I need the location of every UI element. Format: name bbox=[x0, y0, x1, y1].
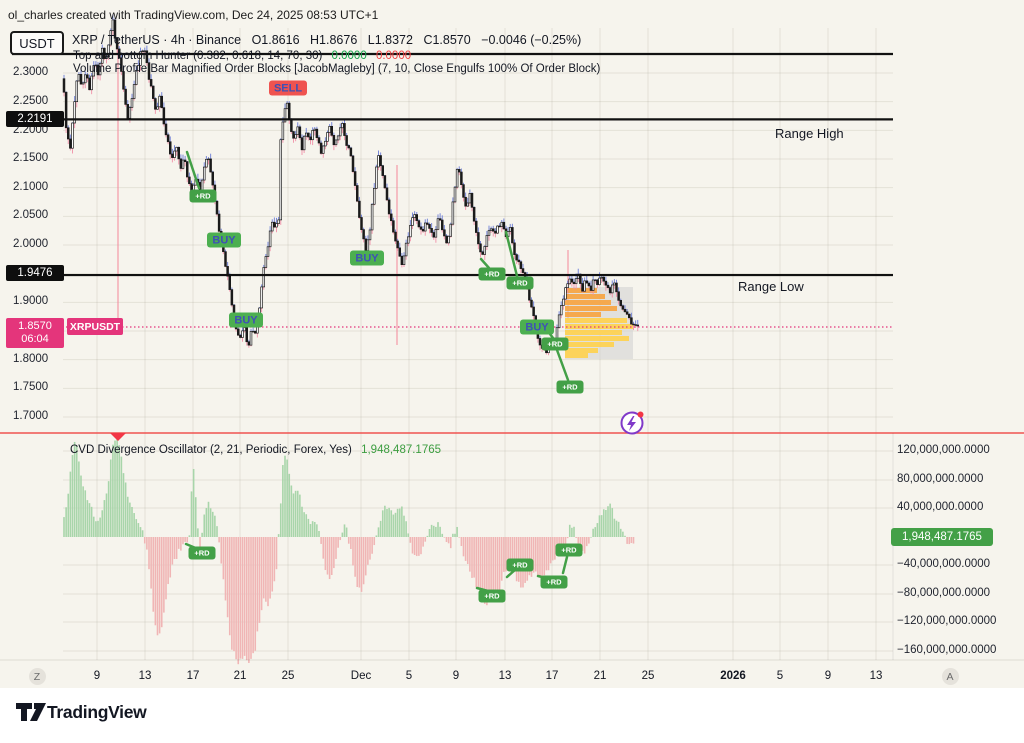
time-tick-label: 21 bbox=[593, 670, 607, 682]
oscillator-tick-label: 80,000,000.0000 bbox=[897, 473, 984, 485]
ohlc-change: −0.0046 (−0.25%) bbox=[481, 33, 582, 47]
price-tick-label: 2.0000 bbox=[13, 238, 49, 250]
range-high-label: Range High bbox=[775, 126, 844, 141]
price-tick-label: 2.2000 bbox=[13, 124, 49, 136]
rd-divergence-badge: +RD bbox=[555, 543, 583, 557]
last-price-badge: 1.8570 06:04 bbox=[6, 318, 64, 348]
price-tick-label: 1.7500 bbox=[13, 381, 49, 393]
time-tick-label: 17 bbox=[186, 670, 200, 682]
symbol-legend[interactable]: XRP / TetherUS · 4h · Binance O1.8616 H1… bbox=[72, 33, 588, 47]
price-tick-label: 2.1500 bbox=[13, 152, 49, 164]
buy-marker-badge: BUY bbox=[229, 312, 263, 328]
cvd-label: CVD Divergence Oscillator (2, 21, Period… bbox=[70, 444, 352, 456]
buy-marker-badge: BUY bbox=[520, 319, 554, 335]
time-tick-label: 21 bbox=[233, 670, 247, 682]
price-tick-label: 2.1000 bbox=[13, 181, 49, 193]
time-axis-edge-badge: Z bbox=[28, 668, 46, 685]
range-high-price-badge: 2.2191 bbox=[6, 111, 64, 127]
tradingview-logo-icon[interactable] bbox=[16, 701, 46, 725]
rd-divergence-badge: +RD bbox=[478, 589, 506, 603]
symbol-title: XRP / TetherUS · 4h · Binance bbox=[72, 33, 242, 47]
symbol-price-tag: XRPUSDT bbox=[67, 318, 123, 335]
indicator-legend-hunter[interactable]: Top and bottom Hunter (0.382, 0.618, 14,… bbox=[73, 50, 411, 62]
buy-marker-badge: BUY bbox=[350, 250, 384, 266]
hunter-value-green: 0.0000 bbox=[331, 50, 367, 62]
ohlc-high: H1.8676 bbox=[310, 33, 358, 47]
ohlc-open: O1.8616 bbox=[251, 33, 300, 47]
last-price-value: 1.8570 bbox=[18, 320, 52, 332]
footer-bar bbox=[0, 688, 1024, 743]
time-tick-label: 13 bbox=[498, 670, 512, 682]
ohlc-close: C1.8570 bbox=[423, 33, 471, 47]
ohlc-low: L1.8372 bbox=[367, 33, 413, 47]
rd-divergence-badge: +RD bbox=[540, 575, 568, 589]
oscillator-tick-label: −40,000,000.0000 bbox=[897, 558, 991, 570]
hunter-value-red: 0.0000 bbox=[375, 50, 412, 62]
time-tick-label: Dec bbox=[350, 670, 372, 682]
price-tick-label: 1.9000 bbox=[13, 295, 49, 307]
rd-divergence-badge: +RD bbox=[541, 337, 569, 351]
range-low-label: Range Low bbox=[738, 279, 804, 294]
rd-divergence-badge: +RD bbox=[478, 267, 506, 281]
time-tick-label: 9 bbox=[93, 670, 101, 682]
price-tick-label: 2.3000 bbox=[13, 66, 49, 78]
currency-tag-label: USDT bbox=[19, 35, 55, 51]
oscillator-tick-label: 120,000,000.0000 bbox=[897, 444, 990, 456]
indicator-legend-cvd[interactable]: CVD Divergence Oscillator (2, 21, Period… bbox=[70, 444, 441, 456]
price-tick-label: 2.0500 bbox=[13, 209, 49, 221]
attribution-text: ol_charles created with TradingView.com,… bbox=[8, 8, 379, 22]
sell-marker-badge: SELL bbox=[269, 80, 307, 96]
time-tick-label: 9 bbox=[452, 670, 460, 682]
indicator-legend-volume-profile[interactable]: Volume Profile Bar Magnified Order Block… bbox=[73, 63, 600, 75]
time-tick-label: 5 bbox=[776, 670, 784, 682]
rd-divergence-badge: +RD bbox=[188, 546, 216, 560]
currency-tag[interactable]: USDT bbox=[10, 31, 64, 55]
time-tick-label: 9 bbox=[824, 670, 832, 682]
oscillator-value-badge: 1,948,487.1765 bbox=[891, 528, 993, 546]
rd-divergence-badge: +RD bbox=[506, 558, 534, 572]
tradingview-logo-text[interactable]: TradingView bbox=[47, 702, 147, 722]
time-tick-label: 17 bbox=[545, 670, 559, 682]
hunter-label: Top and bottom Hunter (0.382, 0.618, 14,… bbox=[73, 50, 323, 62]
time-tick-label: 25 bbox=[641, 670, 655, 682]
last-price-countdown: 06:04 bbox=[21, 333, 49, 345]
rd-divergence-badge: +RD bbox=[506, 276, 534, 290]
time-tick-label: 13 bbox=[869, 670, 883, 682]
buy-marker-badge: BUY bbox=[207, 232, 241, 248]
oscillator-tick-label: −160,000,000.0000 bbox=[897, 644, 997, 656]
time-tick-label: 2026 bbox=[720, 670, 746, 682]
time-axis-edge-badge: A bbox=[941, 668, 959, 685]
time-tick-label: 5 bbox=[405, 670, 413, 682]
range-low-price-badge: 1.9476 bbox=[6, 265, 64, 281]
time-tick-label: 25 bbox=[281, 670, 295, 682]
oscillator-tick-label: −80,000,000.0000 bbox=[897, 587, 991, 599]
price-tick-label: 2.2500 bbox=[13, 95, 49, 107]
price-tick-label: 1.8000 bbox=[13, 353, 49, 365]
price-tick-label: 1.7000 bbox=[13, 410, 49, 422]
oscillator-tick-label: 40,000,000.0000 bbox=[897, 501, 984, 513]
oscillator-tick-label: −120,000,000.0000 bbox=[897, 615, 997, 627]
cvd-value: 1,948,487.1765 bbox=[361, 444, 442, 456]
time-tick-label: 13 bbox=[138, 670, 152, 682]
rd-divergence-badge: +RD bbox=[189, 189, 217, 203]
volume-profile-label: Volume Profile Bar Magnified Order Block… bbox=[73, 63, 601, 75]
rd-divergence-badge: +RD bbox=[556, 380, 584, 394]
